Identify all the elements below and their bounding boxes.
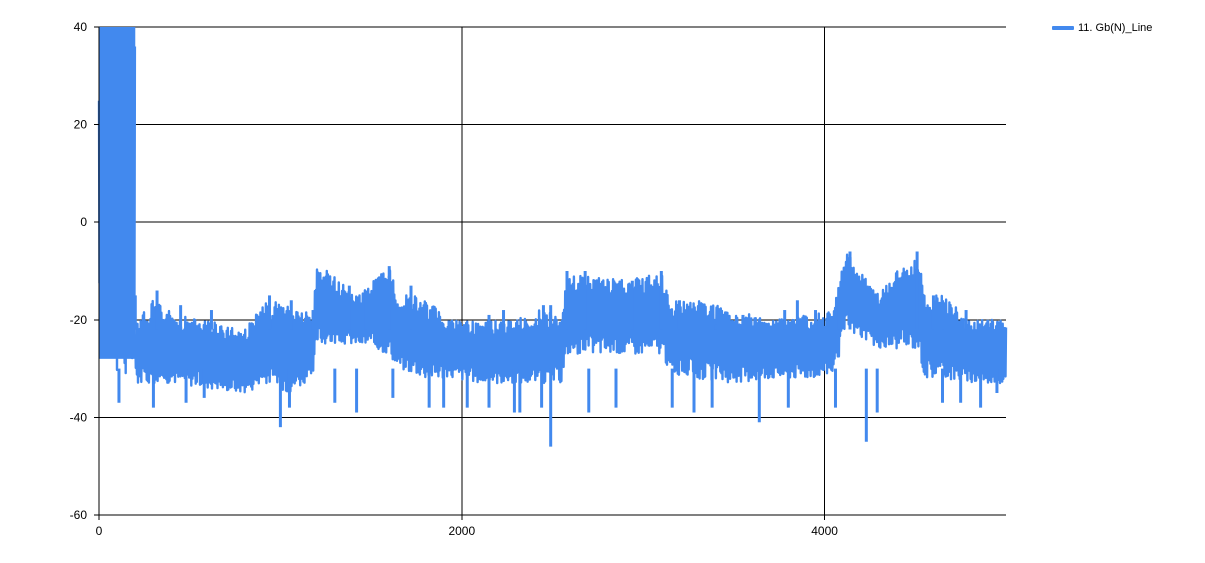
plot-area [97, 27, 1008, 447]
x-tick-label: 4000 [811, 524, 838, 538]
series-line [134, 253, 1008, 394]
axes: 40 20 0 -20 -40 -60 0 2000 4000 [70, 20, 1006, 538]
y-tick-label: 0 [80, 215, 87, 229]
x-tick-label: 2000 [448, 524, 475, 538]
y-tick-label: 20 [74, 118, 88, 132]
y-tick-label: -20 [70, 313, 88, 327]
legend-label: 11. Gb(N)_Line [1078, 22, 1153, 34]
legend: 11. Gb(N)_Line [1052, 22, 1152, 34]
y-tick-label: -40 [70, 410, 88, 424]
series-block [99, 27, 136, 359]
legend-swatch [1052, 26, 1074, 30]
y-tick-label: 40 [74, 20, 88, 34]
x-tick-label: 0 [96, 524, 103, 538]
y-tick-label: -60 [70, 508, 88, 522]
grid-lines [98, 26, 1006, 516]
